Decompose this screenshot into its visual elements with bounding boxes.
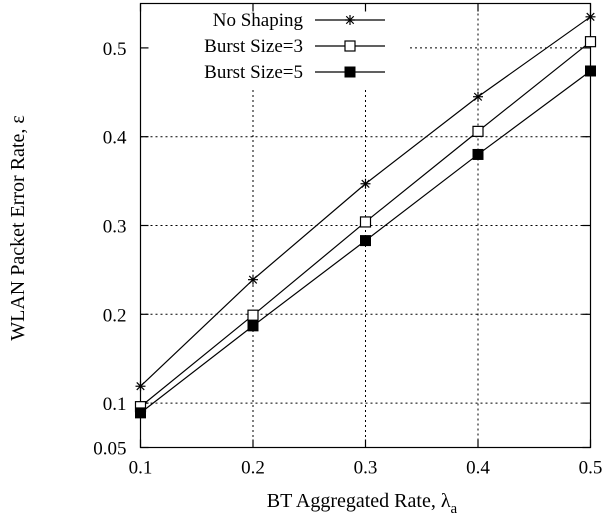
series-asterisk	[135, 11, 596, 392]
data-point-asterisk	[360, 178, 371, 189]
y-tick-label: 0.2	[103, 305, 127, 326]
y-tick-label: 0.05	[93, 439, 126, 460]
data-point-asterisk	[473, 91, 483, 102]
series-open-square	[134, 36, 597, 413]
x-tick-label: 0.3	[354, 458, 378, 479]
x-tick-label: 0.1	[129, 458, 153, 479]
legend-label: Burst Size=5	[204, 62, 303, 83]
x-axis-label-text: BT Aggregated Rate, λ	[267, 490, 451, 512]
data-point-filled-square	[247, 320, 259, 332]
data-point-filled-square	[344, 66, 356, 78]
y-tick-label: 0.1	[103, 394, 127, 415]
legend-label: No Shaping	[213, 10, 304, 31]
data-point-filled-square	[360, 235, 371, 247]
series-layer	[134, 11, 597, 419]
data-point-filled-square	[135, 407, 146, 419]
x-axis-label-subscript: a	[451, 501, 458, 516]
data-point-asterisk	[585, 11, 596, 22]
data-point-open-square	[344, 40, 356, 52]
x-axis-label: BT Aggregated Rate, λa	[267, 490, 458, 516]
data-point-asterisk	[135, 381, 146, 392]
y-tick-label: 0.5	[103, 39, 127, 60]
y-axis-label: WLAN Packet Error Rate, ε	[7, 115, 29, 341]
tick-layer: 0.1 0.2 0.3 0.4 0.50.050.10.20.30.40.5	[93, 3, 603, 479]
x-tick-label: 0.2	[241, 458, 265, 479]
y-tick-label: 0.3	[103, 217, 127, 238]
x-tick-label: 0.4	[466, 458, 490, 479]
data-point-open-square	[359, 216, 372, 228]
legend: No Shaping Burst Size=3 Burst Size=5	[204, 10, 385, 83]
data-point-asterisk	[248, 274, 258, 285]
data-point-asterisk	[345, 15, 355, 25]
legend-label: Burst Size=3	[204, 36, 303, 57]
data-point-filled-square	[472, 148, 484, 160]
data-point-open-square	[472, 125, 484, 137]
x-tick-label: 0.5	[579, 458, 603, 479]
data-point-open-square	[584, 36, 597, 48]
data-point-open-square	[247, 309, 259, 321]
y-tick-label: 0.4	[103, 128, 127, 149]
series-filled-square	[135, 65, 596, 419]
data-point-filled-square	[585, 65, 596, 77]
